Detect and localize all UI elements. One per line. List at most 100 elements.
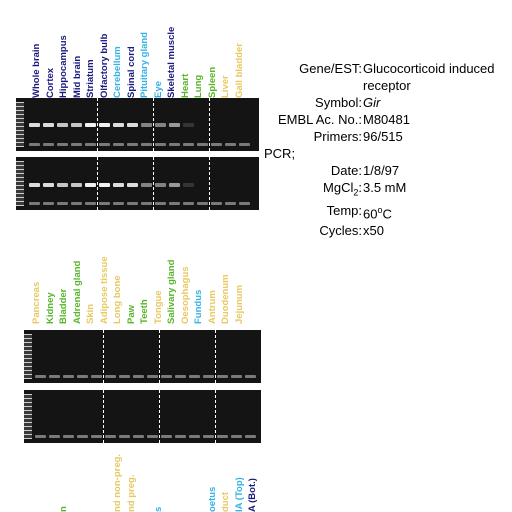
lane-separator [103, 330, 104, 383]
primer-band [225, 202, 236, 205]
lane-label [69, 422, 83, 512]
lane-label: duct [217, 422, 231, 512]
lane-label-text: Oesophagus [179, 266, 191, 324]
lane-label-text: Cortex [44, 67, 56, 98]
lane-label: nd preg. [123, 422, 137, 512]
lane-label: Heart [177, 8, 191, 98]
lane-label [136, 422, 150, 512]
primer-band [245, 435, 256, 438]
primer-band [231, 375, 242, 378]
pcr-label: PCR; [264, 146, 296, 161]
primer-band [119, 375, 130, 378]
pcr-band [113, 183, 124, 187]
lane-separator [159, 390, 160, 443]
primer-band [239, 143, 250, 146]
pcr-band [183, 183, 194, 187]
primer-band [113, 202, 124, 205]
lane-label [177, 422, 191, 512]
primer-band [43, 202, 54, 205]
lane-label: Teeth [136, 234, 150, 324]
lane-label-text: Teeth [139, 299, 150, 324]
lane-label-text: duct [220, 491, 231, 512]
lane-label-text: nd preg. [125, 474, 137, 512]
primer-band [91, 375, 102, 378]
pcr-band [99, 183, 110, 187]
panel3-lane-labels: n nd non-preg. nd preg. s oetus duct IA (Top) A… [28, 422, 258, 512]
lane-label: Salivary gland [163, 234, 177, 324]
pcr-band [85, 183, 96, 187]
lane-label: Striatum [82, 8, 96, 98]
lane-separator [103, 390, 104, 443]
primer-band [49, 435, 60, 438]
primer-band [189, 435, 200, 438]
lane-label: IA (Top) [231, 422, 245, 512]
gene-value: Glucocorticoid induced [363, 61, 495, 76]
pcr-band [57, 183, 68, 187]
primer-band [29, 143, 40, 146]
embl-value: M80481 [363, 112, 410, 127]
lane-label: Bladder [55, 234, 69, 324]
primer-band [231, 435, 242, 438]
lane-label-text: Gall bladder [233, 43, 245, 98]
pcr-band [29, 183, 40, 187]
lane-label-text: Cerebellum [112, 46, 123, 98]
primer-band [49, 375, 60, 378]
cycles-value: x50 [363, 222, 384, 238]
lane-label-text: s [152, 506, 164, 512]
primer-band [77, 435, 88, 438]
primer-band [29, 202, 40, 205]
lane-separator [209, 157, 210, 210]
lane-label: Kidney [42, 234, 56, 324]
primer-band [105, 375, 116, 378]
panel1-gel-top [16, 98, 259, 151]
pcr-band [155, 123, 166, 127]
lane-label: Spleen [204, 8, 218, 98]
mgcl-row: MgCl2: 3.5 mM [264, 179, 495, 202]
primer-band [127, 202, 138, 205]
primer-band [225, 143, 236, 146]
lane-label-text: Eye [152, 81, 164, 98]
primer-band [91, 435, 102, 438]
primers-value: 96/515 [363, 129, 403, 144]
embl-key: EMBL Ac. No.: [277, 112, 362, 127]
gene-row-2: receptor [264, 77, 495, 94]
primer-band [63, 375, 74, 378]
primer-band [197, 202, 208, 205]
lane-label-text: Lung [193, 74, 204, 98]
gene-row: Gene/EST: Glucocorticoid induced [264, 60, 495, 77]
pcr-band [169, 183, 180, 187]
primer-band [57, 202, 68, 205]
lane-label: Long bone [109, 234, 123, 324]
lane-label [28, 422, 42, 512]
lane-label: Tongue [150, 234, 164, 324]
primer-band [147, 375, 158, 378]
primer-band [197, 143, 208, 146]
lane-label: Adipose tissue [96, 234, 110, 324]
lane-label: Adrenal gland [69, 234, 83, 324]
primer-band [99, 202, 110, 205]
primer-band [155, 143, 166, 146]
lane-separator [97, 98, 98, 151]
primer-band [71, 202, 82, 205]
pcr-row: PCR; [264, 145, 495, 162]
gene-value-2: receptor [363, 78, 411, 93]
primer-band [161, 375, 172, 378]
pcr-info: Gene/EST: Glucocorticoid induced recepto… [264, 60, 495, 239]
pcr-band [43, 123, 54, 127]
primer-band [85, 143, 96, 146]
primer-band [43, 143, 54, 146]
dna-ladder-left [24, 394, 32, 439]
pcr-band [169, 123, 180, 127]
lane-separator [159, 330, 160, 383]
primer-band [169, 143, 180, 146]
primer-band [161, 435, 172, 438]
lane-label-text: Pancreas [31, 281, 42, 324]
temp-row: Temp: 60oC [264, 202, 495, 222]
pcr-band [71, 183, 82, 187]
primers-key: Primers: [313, 129, 362, 144]
lane-label-text: Pituitary gland [139, 32, 150, 98]
lane-label: Eye [150, 8, 164, 98]
temp-key: Temp: [326, 202, 362, 218]
lane-label: Skeletal muscle [163, 8, 177, 98]
lane-label-text: Jejunum [233, 284, 245, 324]
